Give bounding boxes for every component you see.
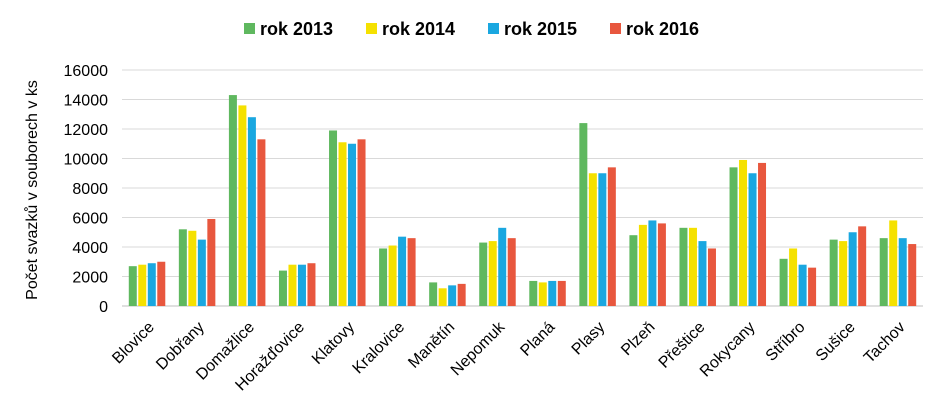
y-tick-label: 8000 [72,181,108,198]
bar-rok-2013-1 [178,229,187,306]
bar-rok-2014-9 [588,173,597,306]
bar-rok-2015-10 [648,220,657,306]
y-tick-label: 14000 [64,93,109,110]
bar-rok-2016-2 [257,139,266,306]
legend-swatch [366,23,377,34]
bar-rok-2015-11 [698,241,707,306]
legend-swatch [488,23,499,34]
bar-rok-2014-11 [688,227,697,306]
bar-rok-2016-7 [507,238,516,306]
bar-rok-2015-5 [398,236,407,306]
bar-rok-2013-12 [729,167,738,306]
y-axis-ticks: 0 2000 4000 6000 8000 10000 12000 14000 16000 [64,63,109,316]
legend-label: rok 2016 [626,19,699,39]
bar-rok-2013-10 [629,235,638,306]
y-tick-label: 16000 [64,63,109,80]
bar-rok-2014-14 [839,241,848,306]
bar-rok-2013-11 [679,227,688,306]
x-tick-label: Blovice [109,319,158,368]
bar-rok-2013-2 [228,95,237,306]
bar-rok-2015-8 [548,280,557,306]
bar-rok-2016-11 [707,248,716,306]
legend-label: rok 2014 [382,19,455,39]
bar-rok-2016-3 [307,263,316,306]
bar-rok-2016-4 [357,139,366,306]
bar-rok-2013-8 [529,280,538,306]
bar-rok-2016-14 [858,226,867,306]
bar-rok-2014-8 [538,282,547,306]
legend-swatch [244,23,255,34]
x-tick-label: Plzeň [618,319,658,359]
bar-rok-2013-4 [329,130,338,306]
y-tick-label: 10000 [64,152,109,169]
x-tick-label: Stříbro [763,319,809,365]
bar-rok-2016-0 [157,261,166,306]
bars [128,95,917,307]
x-tick-label: Nepomuk [448,318,509,379]
bar-rok-2014-5 [388,245,397,306]
bar-rok-2015-12 [748,173,757,306]
bar-rok-2015-14 [848,232,857,306]
x-tick-label: Sušice [813,319,859,365]
bar-rok-2013-9 [579,123,588,306]
bar-rok-2015-1 [197,239,206,306]
x-tick-label: Klatovy [309,319,358,368]
y-tick-label: 6000 [72,211,108,228]
bar-rok-2016-1 [207,218,216,306]
bar-rok-2016-10 [657,223,666,306]
bar-rok-2015-3 [297,264,306,306]
bar-rok-2013-0 [128,266,137,306]
y-tick-label: 2000 [72,270,108,287]
bar-rok-2016-6 [457,283,466,306]
legend-label: rok 2013 [260,19,333,39]
bar-rok-2016-8 [557,280,566,306]
x-tick-label: Planá [517,319,558,360]
bar-rok-2013-3 [278,270,287,306]
bar-rok-2013-7 [479,242,488,306]
y-tick-label: 12000 [64,122,109,139]
bar-rok-2014-12 [739,159,748,306]
bar-rok-2013-6 [429,282,438,306]
bar-rok-2013-15 [879,238,888,306]
bar-rok-2016-5 [407,238,416,306]
bar-rok-2014-13 [789,248,798,306]
bar-rok-2015-15 [898,238,907,306]
bar-rok-2014-3 [288,264,297,306]
legend-label: rok 2015 [504,19,577,39]
bar-rok-2016-9 [607,167,616,306]
bar-rok-2015-13 [798,264,807,306]
bar-rok-2013-5 [379,248,388,306]
bar-rok-2014-7 [488,241,497,306]
bar-rok-2014-15 [889,220,898,306]
bar-rok-2015-0 [147,263,156,306]
bar-rok-2014-10 [638,224,647,306]
x-tick-label: Plasy [569,319,609,359]
legend: rok 2013 rok 2014 rok 2015 rok 2016 [244,19,699,39]
bar-rok-2014-4 [338,142,347,306]
bar-rok-2016-12 [758,162,767,306]
legend-swatch [610,23,621,34]
bar-rok-2015-7 [498,227,507,306]
bar-rok-2015-2 [247,117,256,306]
bar-rok-2016-13 [808,267,817,306]
y-axis-label: Počet svazků v souborech v ks [23,80,41,300]
bar-rok-2015-4 [348,143,357,306]
bar-rok-2013-14 [829,239,838,306]
x-tick-label: Kralovice [350,319,409,378]
bar-rok-2015-9 [598,173,607,306]
bar-rok-2013-13 [779,258,788,306]
y-tick-label: 4000 [72,240,108,257]
x-tick-label: Rokycany [697,319,759,381]
bar-rok-2014-1 [188,230,197,306]
bar-rok-2014-2 [238,105,247,307]
y-tick-label: 0 [99,299,108,316]
bar-rok-2016-15 [908,244,917,306]
bar-rok-2014-0 [138,264,147,306]
bar-rok-2015-6 [448,285,457,306]
bar-rok-2014-6 [438,288,447,306]
x-tick-label: Tachov [861,319,909,367]
